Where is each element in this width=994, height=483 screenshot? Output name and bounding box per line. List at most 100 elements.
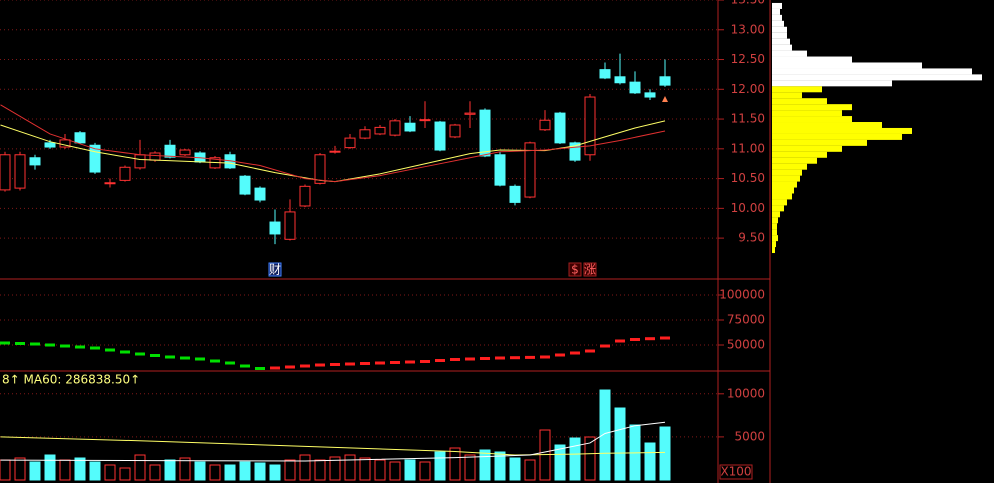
candle-body [509, 185, 521, 203]
candle-body [119, 166, 131, 181]
y-tick-label: 11.50 [731, 112, 765, 126]
volume-bar [104, 464, 116, 481]
profile-bar [772, 187, 794, 194]
y-tick-label: 75000 [727, 313, 765, 327]
profile-bar [772, 169, 802, 176]
profile-bar [772, 14, 782, 21]
y-tick-label: 100000 [719, 288, 765, 302]
volume-bar [359, 457, 371, 481]
volume-bar [74, 457, 86, 481]
candle-body [419, 119, 431, 122]
candle-body [134, 154, 146, 169]
volume-bar [374, 459, 386, 481]
volume-bar [584, 436, 596, 481]
profile-bar [772, 235, 778, 242]
profile-bar [772, 8, 780, 15]
profile-bar [772, 38, 790, 45]
volume-bar [509, 457, 521, 481]
volume-bar [569, 437, 581, 481]
volume-bar [434, 451, 446, 481]
profile-bar [772, 56, 852, 63]
volume-bar [389, 461, 401, 481]
y-tick-label: 10000 [727, 386, 765, 400]
candle-body [29, 157, 41, 166]
profile-bar [772, 145, 842, 152]
profile-bar [772, 247, 775, 254]
profile-bar [772, 241, 776, 248]
candle-body [539, 119, 551, 131]
candle-body [14, 154, 26, 189]
profile-bar [772, 211, 780, 218]
profile-bar [772, 139, 867, 146]
annotation-box [268, 262, 282, 277]
volume-bar [299, 454, 311, 481]
profile-bar [772, 104, 852, 111]
volume-bar [419, 461, 431, 481]
profile-bar [772, 116, 852, 123]
y-tick-label: 10.50 [731, 171, 765, 185]
moving-average [0, 120, 666, 183]
candle-body [524, 142, 536, 198]
profile-bar [772, 68, 972, 75]
candle-body [644, 92, 656, 98]
volume-bar [329, 456, 341, 481]
moving-average [0, 436, 666, 456]
volume-bar [494, 451, 506, 481]
y-tick-label: 9.50 [738, 231, 765, 245]
profile-bar [772, 163, 807, 170]
profile-bar [772, 122, 882, 129]
annotation-box [583, 262, 597, 277]
y-tick-label: 10.00 [731, 201, 765, 215]
candle-body [254, 187, 266, 201]
unit-label: X100 [720, 465, 751, 479]
volume-bar [134, 454, 146, 481]
volume-bar [59, 459, 71, 481]
unit-box [719, 464, 753, 480]
profile-bar [772, 193, 792, 200]
candle-body [284, 211, 296, 240]
y-tick-label: 11.00 [731, 141, 765, 155]
volume-bar [224, 464, 236, 481]
profile-bar [772, 80, 892, 87]
candle-body [374, 126, 386, 135]
candle-body [44, 142, 56, 148]
candle-body [629, 81, 641, 94]
profile-bar [772, 133, 902, 140]
y-tick-label: 50000 [727, 338, 765, 352]
candle-body [494, 154, 506, 186]
profile-bar [772, 20, 784, 27]
volume-bar [314, 459, 326, 481]
profile-bar [772, 86, 822, 93]
volume-bar [449, 447, 461, 481]
volume-bar [599, 389, 611, 481]
volume-bar [29, 461, 41, 481]
volume-bar [239, 461, 251, 481]
y-tick-label: 13.00 [731, 22, 765, 36]
annotation-box [568, 262, 582, 277]
volume-bar [464, 454, 476, 481]
volume-bar [524, 459, 536, 481]
candle-body [74, 132, 86, 144]
marker [662, 96, 668, 102]
volume-bar [14, 457, 26, 481]
volume-bar [119, 467, 131, 481]
volume-bar [344, 454, 356, 481]
profile-bar [772, 26, 787, 33]
volume-bar [284, 459, 296, 481]
volume-bar [404, 459, 416, 481]
candle-body [329, 150, 341, 153]
volume-bar [659, 426, 671, 481]
profile-bar [772, 181, 797, 188]
candle-body [0, 154, 11, 191]
candle-body [464, 112, 476, 115]
candle-body [389, 120, 401, 136]
profile-bar [772, 217, 778, 224]
candle-body [659, 76, 671, 86]
profile-bar [772, 157, 817, 164]
profile-bar [772, 2, 782, 9]
volume-bar [149, 464, 161, 481]
annotation: 涨 [584, 262, 596, 277]
moving-average [0, 104, 666, 183]
profile-bar [772, 44, 792, 51]
candle-body [569, 142, 581, 161]
